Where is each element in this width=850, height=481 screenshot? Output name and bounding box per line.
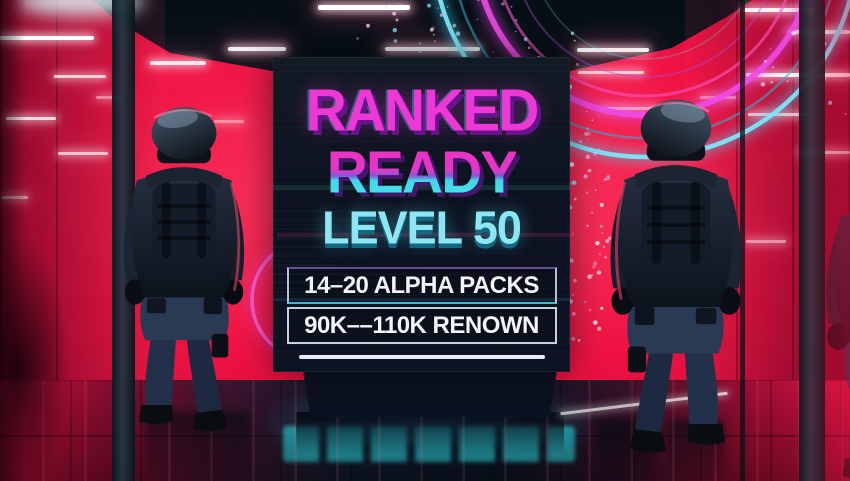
subtitle-level-50: LEVEL 50 [322, 201, 522, 255]
neon-strip [318, 5, 410, 10]
right-operator-reflection-1 [598, 420, 656, 481]
title-ranked: RANKED [305, 77, 540, 145]
billboard: RANKED READY LEVEL 50 14–20 ALPHA PACKS … [273, 57, 574, 372]
neon-strip [385, 47, 480, 51]
title-ready: READY [326, 139, 519, 206]
neon-strip [58, 152, 108, 155]
pedestal-reflection [296, 412, 564, 454]
neon-strip [600, 107, 656, 110]
neon-strip [54, 75, 106, 78]
neon-strip [214, 120, 244, 123]
floor-light-streak [560, 391, 728, 415]
left-operator-reflection [146, 412, 250, 481]
neon-strip [700, 96, 736, 99]
neon-strip [746, 240, 786, 243]
info-box-renown: 90K––110K RENOWN [286, 307, 557, 345]
billboard-pedestal [303, 370, 557, 417]
left-edge-shadow [0, 0, 26, 481]
renown-label: 90K––110K RENOWN [304, 311, 539, 339]
neon-strip [150, 61, 206, 65]
window-mullion [740, 0, 745, 481]
neon-strip [228, 47, 286, 51]
right-operator-reflection-2 [668, 420, 724, 481]
billboard-underline [298, 355, 545, 360]
left-pillar [112, 0, 135, 481]
cyan-floor-tiles [283, 426, 575, 462]
info-box-alpha-packs: 14–20 ALPHA PACKS [286, 267, 557, 305]
right-glass-sheen [792, 0, 850, 481]
alpha-packs-label: 14–20 ALPHA PACKS [304, 271, 539, 299]
neon-strip [577, 48, 649, 52]
neon-strip [578, 71, 644, 74]
